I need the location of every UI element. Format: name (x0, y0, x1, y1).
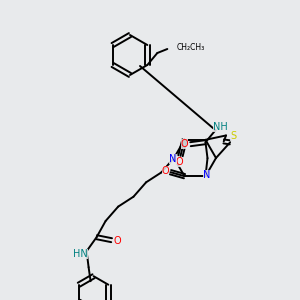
Text: O: O (114, 236, 122, 246)
Text: O: O (181, 139, 188, 149)
Text: N: N (203, 170, 210, 180)
Text: O: O (162, 166, 169, 176)
Text: CH₂CH₃: CH₂CH₃ (176, 44, 205, 52)
Text: O: O (176, 157, 183, 167)
Text: NH: NH (213, 122, 228, 132)
Text: N: N (169, 154, 177, 164)
Text: S: S (230, 131, 236, 141)
Text: HN: HN (73, 249, 88, 259)
